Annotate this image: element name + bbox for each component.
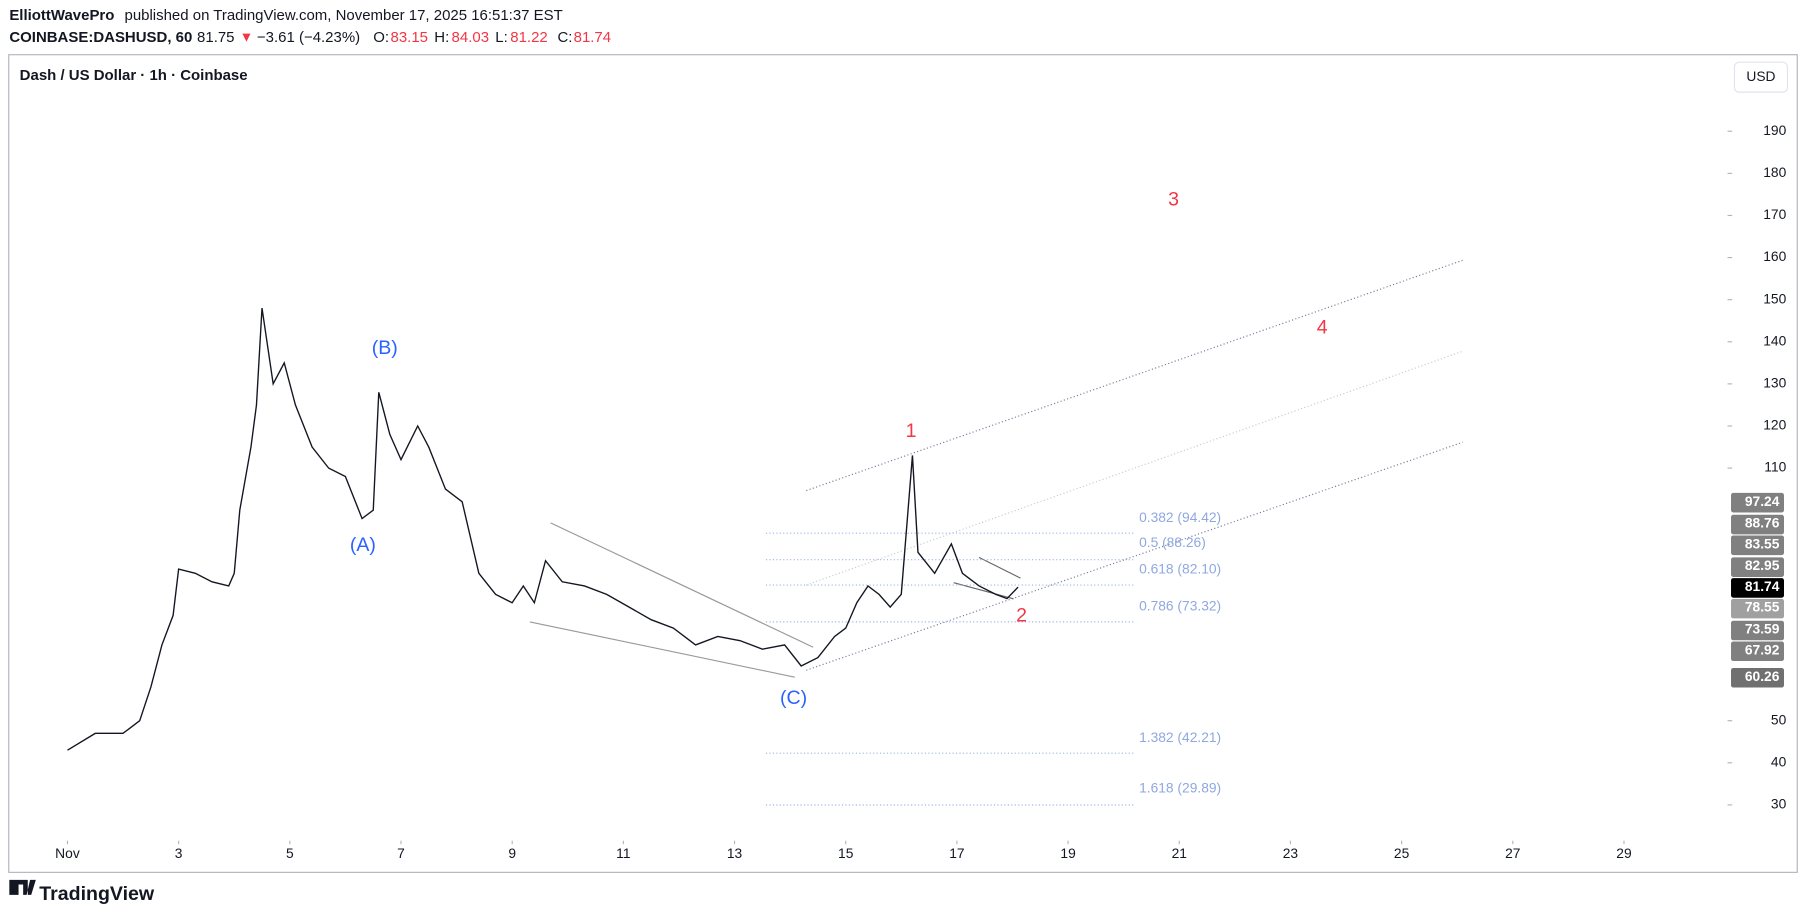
price-tag [1731,598,1784,619]
x-tick-label: 29 [1616,845,1632,861]
wedge-line [529,621,795,678]
arrow: ▼ [240,29,254,45]
x-tick-label: 15 [838,845,854,861]
wave-label: (C) [780,687,807,709]
x-tick-label: 5 [286,845,294,861]
high: 84.03 [452,29,489,46]
wave-label: 2 [1016,604,1027,626]
fib-label: 0.786 (73.32) [1139,598,1221,614]
drawings [529,259,1463,806]
high-label: H: [434,29,449,46]
price-tag [1731,620,1784,641]
change: −3.61 (−4.23%) [257,29,360,46]
y-tick-label: 110 [1764,459,1786,475]
close: 81.74 [574,29,611,46]
price-tag-label: 88.76 [1745,515,1780,531]
wave-label: 4 [1317,316,1328,338]
low-label: L: [495,29,507,46]
chart-frame [8,54,1798,873]
low: 81.22 [510,29,547,46]
x-tick-label: 7 [397,845,405,861]
wave-label: 3 [1168,189,1179,211]
y-tick-label: 40 [1771,753,1787,769]
wave-label: (B) [372,337,398,359]
fib-label: 0.618 (82.10) [1139,561,1221,577]
price-tag [1731,492,1784,513]
y-tick-label: 190 [1763,122,1786,138]
x-tick-label: 3 [175,845,183,861]
price-tag-label: 81.74 [1745,578,1780,594]
channel-line [806,350,1463,586]
x-tick-label: 13 [727,845,743,861]
price-tag-label: 97.24 [1745,493,1780,509]
price-tag-label: 60.26 [1745,668,1780,684]
y-tick-label: 30 [1771,796,1787,812]
channel-line [806,259,1463,492]
currency-button[interactable] [1733,61,1789,93]
price-tag-label: 73.59 [1745,621,1780,637]
chart-title: Dash / US Dollar · 1h · Coinbase [20,67,248,84]
y-tick-label: 50 [1771,711,1787,727]
x-tick-label: 25 [1394,845,1410,861]
y-tick-label: 150 [1763,290,1786,306]
price-tag-label: 82.95 [1745,557,1780,573]
price-tag-label: 83.55 [1745,535,1780,551]
y-tick-label: 130 [1763,375,1786,391]
price-tag [1731,557,1784,577]
logo-icon [9,879,36,895]
wedge-line [550,522,814,648]
price-tag-label: 78.55 [1745,599,1780,615]
x-tick-label: 9 [508,845,516,861]
open: 83.15 [391,29,428,46]
x-tick-label: 23 [1283,845,1299,861]
close-label: C: [558,29,573,46]
fib-label: 0.382 (94.42) [1139,509,1221,525]
wave-label: 1 [906,420,917,442]
open-label: O: [373,29,389,46]
y-tick-label: 170 [1763,206,1786,222]
y-tick-label: 160 [1763,248,1786,264]
x-tick-label: 21 [1172,845,1187,861]
published: published on TradingView.com, November 1… [124,7,562,24]
price-line [67,307,1019,751]
price-tag [1731,667,1784,688]
author: ElliottWavePro [9,7,114,24]
last-price: 81.75 [197,29,234,46]
price-tag-label: 67.92 [1745,641,1780,657]
x-tick-label: 19 [1060,845,1076,861]
x-tick-label: 11 [616,845,630,861]
fib-label: 1.382 (42.21) [1139,729,1221,745]
currency-label[interactable]: USD [1746,68,1775,84]
y-tick-label: 140 [1763,332,1786,348]
fib-label: 0.5 (88.26) [1139,534,1206,550]
wave-label: (A) [350,534,376,556]
x-tick-label: 27 [1505,845,1520,861]
price-tag [1731,578,1784,598]
x-tick-label: 17 [949,845,964,861]
price-tag [1731,514,1784,535]
x-tick-label: Nov [55,845,80,861]
price-tag [1731,535,1784,556]
symbol: COINBASE:DASHUSD, 60 [9,29,192,46]
fib-label: 1.618 (29.89) [1139,780,1221,796]
triangle-line [978,556,1021,579]
y-tick-label: 120 [1763,417,1786,433]
logo: TradingView [39,883,155,905]
y-tick-label: 180 [1763,164,1786,180]
price-tag [1731,641,1784,662]
